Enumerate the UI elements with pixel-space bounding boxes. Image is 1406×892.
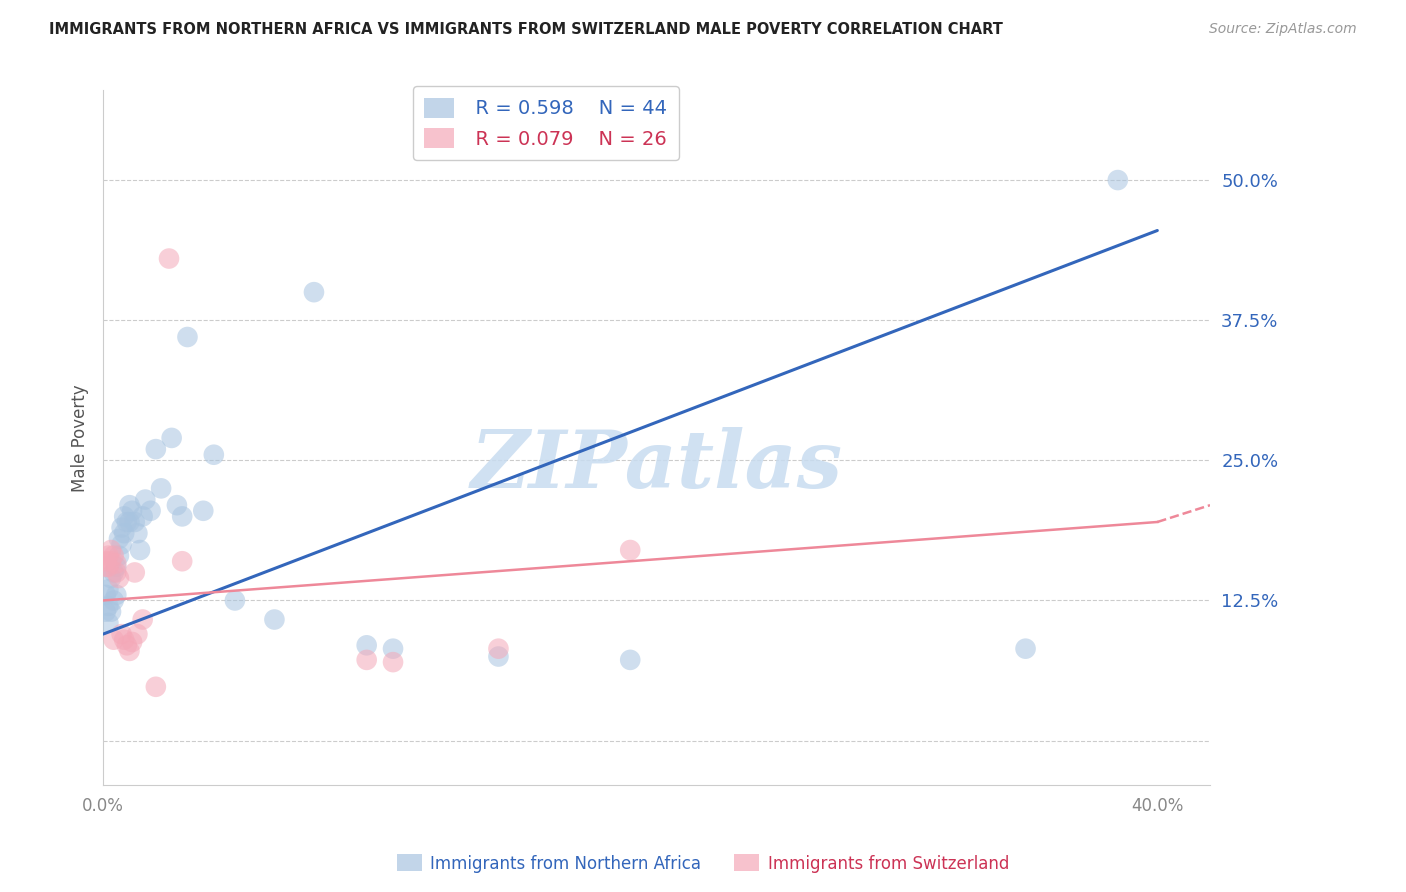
- Point: [115, 638, 138, 652]
- Point: [97, 615, 120, 630]
- Point: [103, 566, 125, 580]
- Point: [121, 635, 143, 649]
- Point: [105, 588, 128, 602]
- Point: [100, 605, 122, 619]
- Point: [100, 571, 122, 585]
- Point: [193, 504, 215, 518]
- Point: [127, 627, 149, 641]
- Point: [108, 571, 131, 585]
- Point: [108, 549, 131, 563]
- Legend: Immigrants from Northern Africa, Immigrants from Switzerland: Immigrants from Northern Africa, Immigra…: [389, 847, 1017, 880]
- Point: [131, 613, 153, 627]
- Text: ZIPatlas: ZIPatlas: [471, 427, 842, 505]
- Y-axis label: Male Poverty: Male Poverty: [72, 384, 89, 491]
- Point: [172, 554, 194, 568]
- Point: [176, 330, 198, 344]
- Point: [103, 632, 125, 647]
- Point: [224, 593, 246, 607]
- Point: [103, 549, 125, 563]
- Point: [356, 653, 378, 667]
- Point: [94, 588, 117, 602]
- Point: [139, 504, 162, 518]
- Point: [110, 520, 132, 534]
- Point: [94, 559, 117, 574]
- Point: [97, 559, 120, 574]
- Point: [129, 543, 152, 558]
- Point: [382, 641, 405, 656]
- Point: [127, 526, 149, 541]
- Point: [160, 431, 183, 445]
- Text: Source: ZipAtlas.com: Source: ZipAtlas.com: [1209, 22, 1357, 37]
- Point: [118, 644, 141, 658]
- Point: [112, 509, 135, 524]
- Point: [202, 448, 225, 462]
- Point: [105, 557, 128, 571]
- Point: [100, 554, 122, 568]
- Point: [94, 605, 117, 619]
- Point: [619, 543, 641, 558]
- Point: [172, 509, 194, 524]
- Point: [108, 532, 131, 546]
- Point: [115, 515, 138, 529]
- Point: [1107, 173, 1129, 187]
- Point: [145, 442, 167, 457]
- Point: [97, 549, 120, 563]
- Point: [134, 492, 156, 507]
- Point: [112, 632, 135, 647]
- Text: IMMIGRANTS FROM NORTHERN AFRICA VS IMMIGRANTS FROM SWITZERLAND MALE POVERTY CORR: IMMIGRANTS FROM NORTHERN AFRICA VS IMMIG…: [49, 22, 1002, 37]
- Point: [382, 655, 405, 669]
- Point: [145, 680, 167, 694]
- Point: [124, 515, 146, 529]
- Point: [488, 649, 510, 664]
- Point: [1014, 641, 1036, 656]
- Point: [97, 582, 120, 597]
- Point: [302, 285, 325, 300]
- Legend:   R = 0.598    N = 44,   R = 0.079    N = 26: R = 0.598 N = 44, R = 0.079 N = 26: [413, 87, 679, 161]
- Point: [100, 543, 122, 558]
- Point: [97, 599, 120, 613]
- Point: [103, 593, 125, 607]
- Point: [356, 638, 378, 652]
- Point: [166, 498, 188, 512]
- Point: [121, 504, 143, 518]
- Point: [157, 252, 180, 266]
- Point: [124, 566, 146, 580]
- Point: [105, 566, 128, 580]
- Point: [118, 515, 141, 529]
- Point: [112, 526, 135, 541]
- Point: [131, 509, 153, 524]
- Point: [110, 627, 132, 641]
- Point: [105, 559, 128, 574]
- Point: [619, 653, 641, 667]
- Point: [110, 537, 132, 551]
- Point: [94, 554, 117, 568]
- Point: [488, 641, 510, 656]
- Point: [263, 613, 285, 627]
- Point: [150, 481, 173, 495]
- Point: [118, 498, 141, 512]
